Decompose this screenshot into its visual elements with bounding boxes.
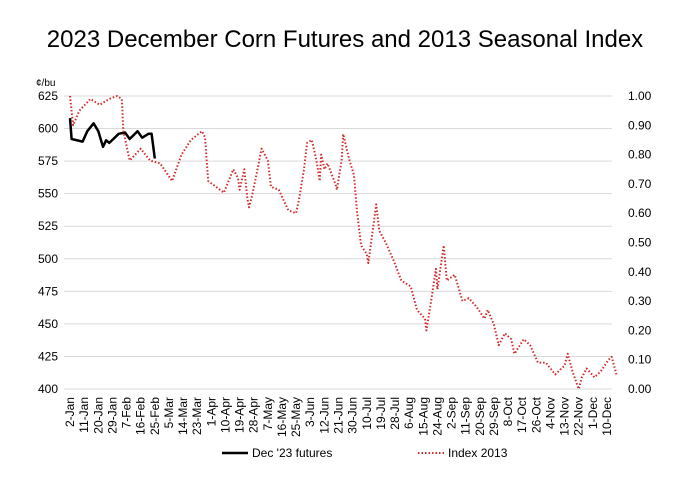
y-left-tick-label: 450 — [38, 317, 58, 331]
y-right-tick-label: 1.00 — [628, 89, 652, 103]
y-right-tick-label: 0.30 — [628, 294, 652, 308]
x-tick-label: 1-Dec — [586, 397, 600, 429]
x-tick-label: 19-Jul — [374, 397, 388, 430]
x-tick-label: 20-Jan — [91, 397, 105, 434]
x-tick-label: 12-Jun — [317, 397, 331, 434]
y-right-tick-label: 0.90 — [628, 118, 652, 132]
chart-title: 2023 December Corn Futures and 2013 Seas… — [46, 26, 644, 53]
x-tick-label: 19-Apr — [233, 397, 247, 433]
x-tick-label: 16-Feb — [134, 397, 148, 435]
x-tick-label: 13-Nov — [558, 397, 572, 436]
x-tick-label: 2-Jan — [63, 397, 77, 427]
y-left-tick-label: 400 — [38, 382, 58, 396]
x-tick-label: 11-Sep — [459, 397, 473, 435]
x-tick-label: 4-Nov — [543, 397, 557, 429]
y-right-tick-label: 0.00 — [628, 382, 652, 396]
x-tick-label: 25-Feb — [148, 397, 162, 435]
x-tick-label: 20-Sep — [473, 397, 487, 436]
x-tick-label: 30-Jun — [346, 397, 360, 434]
y-left-tick-label: 575 — [38, 154, 58, 168]
x-tick-label: 10-Apr — [218, 397, 232, 433]
y-right-tick-label: 0.70 — [628, 177, 652, 191]
x-tick-label: 10-Dec — [600, 397, 614, 436]
x-tick-label: 5-Mar — [162, 397, 176, 428]
y-right-tick-label: 0.20 — [628, 323, 652, 337]
x-tick-label: 8-Oct — [501, 396, 515, 426]
y-right-tick-label: 0.10 — [628, 353, 652, 367]
x-tick-label: 21-Jun — [332, 397, 346, 434]
y-right-tick-label: 0.50 — [628, 236, 652, 250]
x-tick-label: 29-Sep — [487, 397, 501, 436]
x-tick-label: 28-Jul — [388, 397, 402, 430]
x-tick-label: 29-Jan — [105, 397, 119, 434]
series-line-dec-23-futures — [68, 118, 157, 159]
x-tick-label: 23-Mar — [190, 397, 204, 435]
x-tick-label: 10-Jul — [360, 397, 374, 430]
x-tick-label: 26-Oct — [529, 396, 543, 433]
y-right-tick-label: 0.60 — [628, 206, 652, 220]
x-tick-label: 24-Aug — [430, 397, 444, 436]
y-left-tick-label: 600 — [38, 122, 58, 136]
series-line-index-2013 — [69, 95, 618, 390]
y-right-tick-label: 0.80 — [628, 148, 652, 162]
y-left-unit-label: ¢/bu — [36, 78, 55, 89]
y-left-tick-label: 475 — [38, 284, 58, 298]
legend-label: Index 2013 — [448, 446, 508, 460]
y-left-tick-label: 525 — [38, 219, 58, 233]
x-tick-label: 3-Jun — [303, 397, 317, 427]
y-left-tick-label: 500 — [38, 252, 58, 266]
x-tick-label: 28-Apr — [247, 397, 261, 433]
x-tick-label: 7-May — [261, 397, 275, 430]
y-left-tick-label: 625 — [38, 89, 58, 103]
y-left-tick-label: 550 — [38, 187, 58, 201]
x-tick-label: 22-Nov — [572, 397, 586, 436]
x-tick-label: 15-Aug — [416, 397, 430, 436]
y-right-tick-label: 0.40 — [628, 265, 652, 279]
x-tick-label: 1-Apr — [204, 397, 218, 426]
x-tick-label: 16-May — [275, 397, 289, 437]
x-tick-label: 7-Feb — [120, 397, 134, 429]
x-tick-label: 17-Oct — [515, 396, 529, 433]
legend-label: Dec '23 futures — [252, 446, 332, 460]
x-tick-label: 14-Mar — [176, 397, 190, 435]
x-tick-label: 6-Aug — [402, 397, 416, 429]
x-tick-label: 11-Jan — [77, 397, 91, 433]
x-tick-label: 2-Sep — [445, 397, 459, 429]
x-tick-label: 25-May — [289, 397, 303, 437]
y-left-tick-label: 425 — [38, 349, 58, 363]
